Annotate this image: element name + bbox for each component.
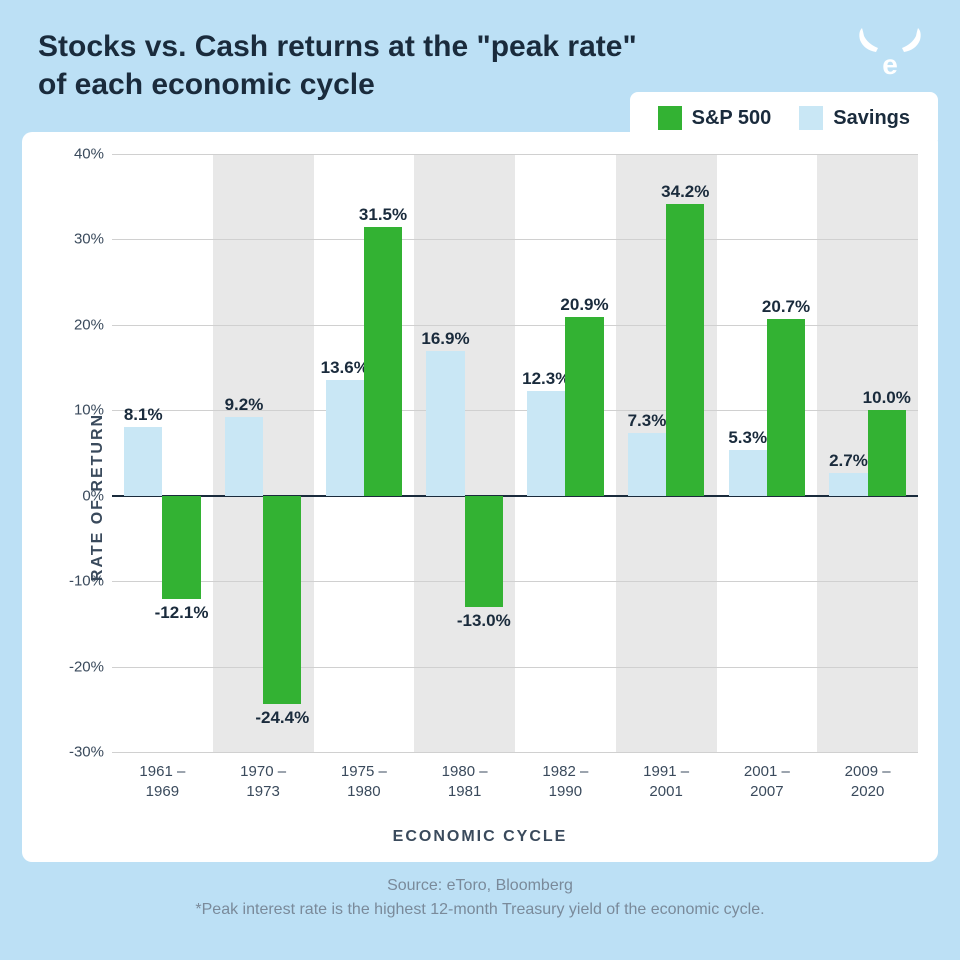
bar-sp500 <box>767 319 805 496</box>
bar-label-savings: 8.1% <box>124 405 163 425</box>
bar-label-sp500: -24.4% <box>255 708 309 728</box>
bar-sp500 <box>364 227 402 496</box>
grid-line <box>112 667 918 668</box>
x-tick-label: 1991 –2001 <box>643 762 689 803</box>
etoro-logo-icon: e <box>850 22 930 82</box>
bar-label-savings: 2.7% <box>829 451 868 471</box>
legend-label-sp500: S&P 500 <box>692 107 772 130</box>
bar-savings <box>829 473 867 496</box>
x-tick-label: 1975 –1980 <box>341 762 387 803</box>
bar-label-savings: 7.3% <box>628 411 667 431</box>
grid-line <box>112 581 918 582</box>
bar-label-sp500: 31.5% <box>359 205 407 225</box>
bar-label-sp500: -13.0% <box>457 611 511 631</box>
bar-label-sp500: 34.2% <box>661 182 709 202</box>
swatch-savings <box>799 106 823 130</box>
bar-sp500 <box>263 496 301 704</box>
bar-sp500 <box>868 410 906 495</box>
bar-label-savings: 9.2% <box>225 395 264 415</box>
grid-line <box>112 239 918 240</box>
y-tick-label: 20% <box>60 316 104 333</box>
bar-label-sp500: 20.7% <box>762 297 810 317</box>
y-tick-label: 30% <box>60 231 104 248</box>
bar-savings <box>628 433 666 495</box>
legend-label-savings: Savings <box>833 107 910 130</box>
y-tick-label: -10% <box>60 573 104 590</box>
bar-label-savings: 12.3% <box>522 369 570 389</box>
y-tick-label: -30% <box>60 744 104 761</box>
bar-label-sp500: 20.9% <box>560 295 608 315</box>
footer-source: Source: eToro, Bloomberg <box>0 874 960 898</box>
bar-savings <box>527 391 565 496</box>
bar-savings <box>225 417 263 496</box>
swatch-sp500 <box>658 106 682 130</box>
y-tick-label: 0% <box>60 487 104 504</box>
bar-label-savings: 13.6% <box>321 358 369 378</box>
x-tick-label: 1982 –1990 <box>542 762 588 803</box>
plot-area: -30%-20%-10%0%10%20%30%40%8.1%-12.1%1961… <box>112 154 918 752</box>
legend-item-savings: Savings <box>799 106 910 130</box>
footer-note: *Peak interest rate is the highest 12-mo… <box>0 898 960 922</box>
x-tick-label: 2009 –2020 <box>845 762 891 803</box>
bar-sp500 <box>465 496 503 607</box>
bar-label-sp500: 10.0% <box>863 388 911 408</box>
x-tick-label: 1980 –1981 <box>442 762 488 803</box>
legend-item-sp500: S&P 500 <box>658 106 772 130</box>
bar-sp500 <box>162 496 200 599</box>
x-tick-label: 2001 –2007 <box>744 762 790 803</box>
grid-line <box>112 154 918 155</box>
bar-label-savings: 16.9% <box>421 329 469 349</box>
bar-savings <box>326 380 364 496</box>
bar-sp500 <box>666 204 704 496</box>
bar-savings <box>426 351 464 495</box>
svg-text:e: e <box>882 49 898 80</box>
footer: Source: eToro, Bloomberg *Peak interest … <box>0 874 960 922</box>
x-axis-label: ECONOMIC CYCLE <box>393 828 568 846</box>
chart-card: RATE OF RETURN ECONOMIC CYCLE -30%-20%-1… <box>22 132 938 862</box>
y-tick-label: -20% <box>60 658 104 675</box>
bar-savings <box>729 450 767 495</box>
y-tick-label: 40% <box>60 146 104 163</box>
bar-sp500 <box>565 317 603 496</box>
bar-label-sp500: -12.1% <box>155 603 209 623</box>
y-tick-label: 10% <box>60 402 104 419</box>
bar-savings <box>124 427 162 496</box>
grid-line <box>112 752 918 753</box>
x-tick-label: 1961 –1969 <box>139 762 185 803</box>
x-tick-label: 1970 –1973 <box>240 762 286 803</box>
chart-title: Stocks vs. Cash returns at the "peak rat… <box>38 28 638 103</box>
bar-label-savings: 5.3% <box>728 428 767 448</box>
